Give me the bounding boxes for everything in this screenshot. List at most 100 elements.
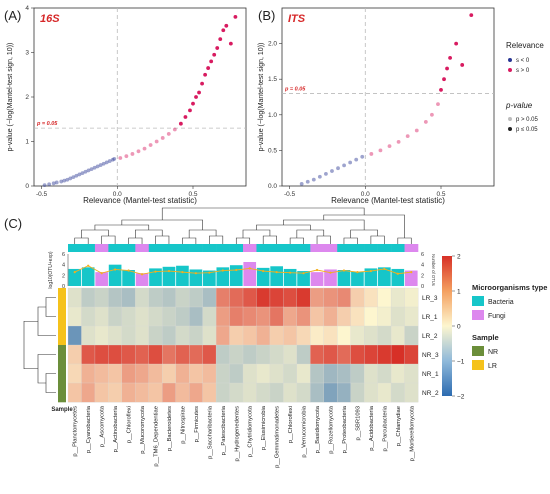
- legend-micro-title: Microorganisms type: [472, 283, 547, 292]
- scatter-16s-point: [104, 160, 109, 165]
- otu-count-point: [221, 269, 224, 272]
- bar-ytick-label: 2: [62, 273, 65, 279]
- heatmap-cell: [377, 306, 392, 327]
- heatmap-cell: [162, 287, 177, 308]
- row-label: LR_1: [422, 314, 438, 321]
- heatmap-cell: [108, 382, 123, 403]
- scatter-its-point: [460, 63, 465, 67]
- scatter-its-point: [305, 179, 310, 184]
- scatter-16s-point: [118, 156, 123, 160]
- dendrogram-link: [155, 235, 170, 244]
- heatmap-cell: [94, 363, 109, 384]
- scatter-its-xtick-label: 0.5: [436, 191, 445, 198]
- heatmap-cell: [148, 382, 163, 403]
- scatter-16s-ylabel: p-value (−log(Mantel-test sign, 10)): [7, 43, 14, 152]
- heatmap-cell: [323, 325, 338, 346]
- otu-bar: [256, 267, 270, 286]
- scatter-legend: Relevance s < 0 s > 0 p-value p > 0.05 p…: [505, 41, 544, 133]
- colorscale-tick-label: 0: [457, 324, 461, 331]
- heatmap-cell: [310, 287, 325, 308]
- heatmap-cell: [323, 344, 338, 365]
- heatmap-cell: [94, 344, 109, 365]
- scatter-16s-point: [83, 169, 88, 174]
- column-label: p__TM6_Dependentiae: [154, 406, 160, 467]
- heatmap-cell: [67, 306, 82, 327]
- heatmap-cell: [283, 325, 298, 346]
- otu-count-line: [74, 265, 412, 275]
- heatmap-cell: [269, 325, 284, 346]
- scatter-16s-tag: 16S: [40, 13, 60, 25]
- heatmap-cell: [350, 344, 365, 365]
- heatmap-cell: [202, 344, 217, 365]
- heatmap-cell: [242, 363, 257, 384]
- heatmap-cell: [242, 306, 257, 327]
- column-type-cell: [94, 244, 109, 252]
- scatter-its-ytick-label: 0.5: [268, 147, 277, 154]
- scatter-16s-point: [212, 52, 217, 57]
- heatmap-cell: [229, 287, 244, 308]
- heatmap-cell: [310, 363, 325, 384]
- heatmap-cell: [162, 382, 177, 403]
- heatmap-cell: [256, 382, 271, 403]
- otu-bar: [108, 264, 122, 286]
- column-label: p__Firmicutes: [194, 406, 200, 443]
- legend-p-sig: p ≤ 0.05: [516, 127, 538, 133]
- otu-bar: [310, 272, 324, 286]
- heatmap-cell: [390, 363, 405, 384]
- scatter-16s-point: [101, 161, 106, 166]
- bar-right-ytick-label: 6: [421, 252, 424, 258]
- heatmap-cell: [94, 287, 109, 308]
- scatter-its-point: [299, 181, 304, 186]
- scatter-its-xlabel: Relevance (Mantel-test statistic): [331, 196, 445, 205]
- scatter-its-point: [378, 148, 383, 153]
- dendrogram-link: [316, 235, 331, 244]
- heatmap-cell: [135, 363, 150, 384]
- row-sample-cell: [58, 326, 66, 346]
- heatmap-cell: [108, 363, 123, 384]
- heatmap-cell: [404, 382, 419, 403]
- heatmap-cell: [310, 382, 325, 403]
- heatmap-cell: [162, 344, 177, 365]
- scatter-16s-point: [188, 108, 192, 113]
- otu-bar: [229, 265, 243, 286]
- scatter-its-tag: ITS: [288, 13, 306, 25]
- heatmap-cell: [135, 287, 150, 308]
- heatmap-cell: [364, 363, 379, 384]
- scatter-its-ylabel: p-value (−log(Mantel-test sign, 10)): [258, 43, 265, 152]
- column-type-cell: [364, 244, 378, 252]
- dendrogram-link: [397, 237, 412, 244]
- column-type-cell: [269, 244, 284, 252]
- scatter-its-point: [405, 134, 410, 139]
- heatmap-cell: [337, 306, 352, 327]
- heatmap-cell: [108, 325, 123, 346]
- scatter-16s-point: [68, 176, 73, 181]
- heatmap-cell: [67, 325, 82, 346]
- scatter-its-threshold-label: p = 0.05: [284, 86, 306, 92]
- heatmap-cell: [189, 363, 204, 384]
- column-label: p__Verrucomicrobia: [302, 405, 308, 457]
- colorscale-tick-label: 2: [457, 254, 461, 261]
- row-dendrogram: [23, 297, 56, 393]
- heatmap-cell: [269, 287, 284, 308]
- otu-bar: [162, 266, 176, 286]
- dendrogram-link: [256, 224, 311, 230]
- scatter-16s-point: [233, 15, 238, 19]
- column-label: p__Basidiomycota: [315, 405, 321, 453]
- heatmap-cell: [148, 363, 163, 384]
- dendrogram-link: [74, 237, 89, 244]
- column-type-cell: [81, 244, 96, 252]
- heatmap-cell: [229, 325, 244, 346]
- column-label: p__Patescibacteria: [221, 405, 227, 455]
- column-label: p__Saccharibacteria: [207, 405, 213, 459]
- scatter-16s-point: [197, 90, 201, 95]
- heatmap-cell: [135, 344, 150, 365]
- heatmap-cell: [350, 287, 365, 308]
- column-type-cell: [216, 244, 230, 252]
- panel-label-a: (A): [4, 8, 21, 23]
- column-type-cell: [283, 244, 298, 252]
- column-label: p__Nitrospirae: [180, 406, 186, 444]
- row-sample-cell: [58, 345, 66, 365]
- scatter-16s-threshold-label: p = 0.05: [36, 121, 58, 127]
- heatmap-cell: [148, 306, 163, 327]
